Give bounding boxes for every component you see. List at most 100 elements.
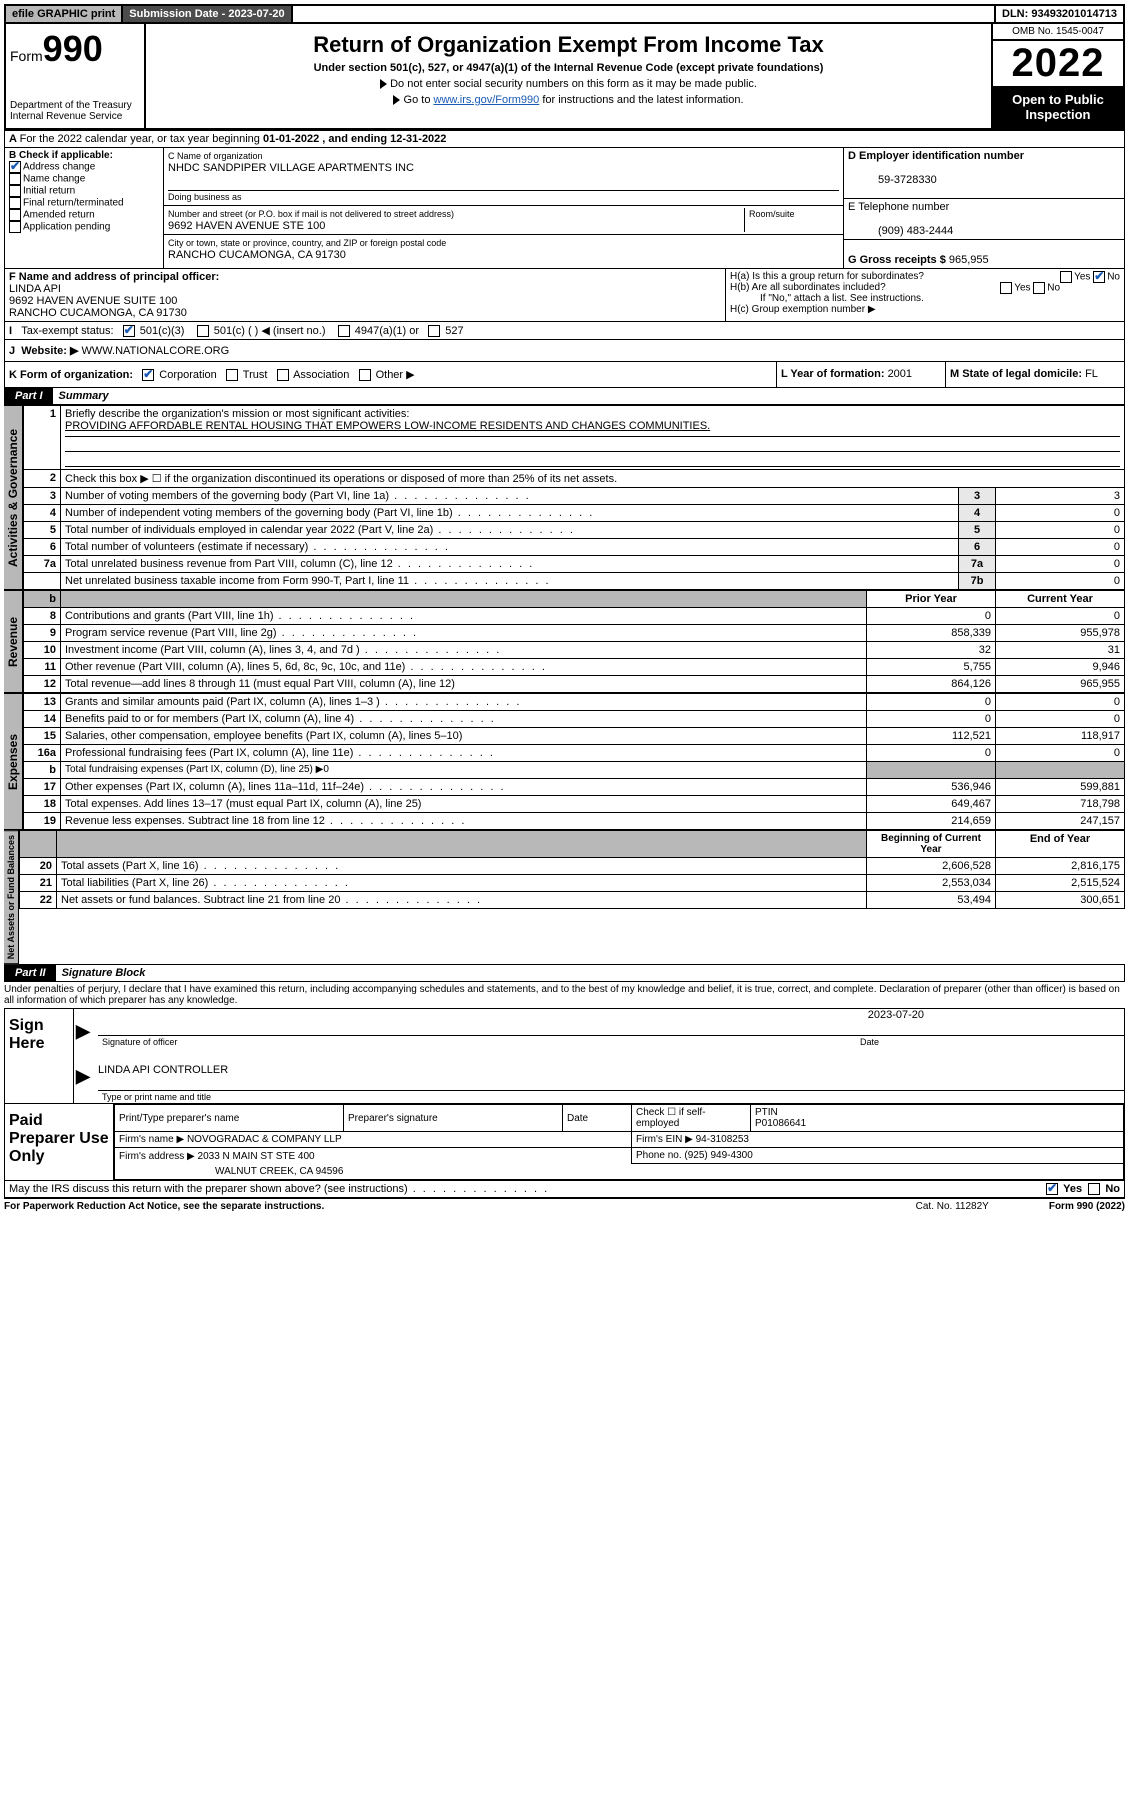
gross-receipts-cell: G Gross receipts $ 965,955 [844,240,1124,268]
cb-trust[interactable] [226,369,238,381]
cb-ha-yes[interactable] [1060,271,1072,283]
cb-address-change[interactable] [9,161,21,173]
cb-hb-no[interactable] [1033,282,1045,294]
sum-row: 7aTotal unrelated business revenue from … [24,556,1125,573]
ptin: P01086641 [755,1118,806,1129]
cb-hb-yes[interactable] [1000,282,1012,294]
efile-label: efile GRAPHIC print [6,6,123,22]
firm-addr2: WALNUT CREEK, CA 94596 [115,1164,1124,1180]
cb-501c3[interactable] [123,325,135,337]
exp-row: 13Grants and similar amounts paid (Part … [24,694,1125,711]
exp-row: 19Revenue less expenses. Subtract line 1… [24,813,1125,830]
name-title-label: Type or print name and title [98,1090,1124,1103]
cb-501c[interactable] [197,325,209,337]
h-a: H(a) Is this a group return for subordin… [730,271,1120,282]
org-name-cell: C Name of organization NHDC SANDPIPER VI… [164,148,843,206]
exp-row: 14Benefits paid to or for members (Part … [24,711,1125,728]
top-bar: efile GRAPHIC print Submission Date - 20… [4,4,1125,24]
cb-discuss-no[interactable] [1088,1183,1100,1195]
sum-row: 5Total number of individuals employed in… [24,522,1125,539]
phone-cell: E Telephone number (909) 483-2444 [844,199,1124,240]
q2: Check this box ▶ ☐ if the organization d… [61,470,1125,488]
sum-row: 3Number of voting members of the governi… [24,488,1125,505]
cb-ha-no[interactable] [1093,271,1105,283]
note-ssn: Do not enter social security numbers on … [154,78,983,90]
tab-activities: Activities & Governance [4,405,23,590]
line-klm: K Form of organization: Corporation Trus… [4,362,1125,388]
org-name: NHDC SANDPIPER VILLAGE APARTMENTS INC [168,162,414,174]
page-footer: For Paperwork Reduction Act Notice, see … [4,1199,1125,1214]
city-cell: City or town, state or province, country… [164,235,843,263]
cb-discuss-yes[interactable] [1046,1183,1058,1195]
tab-net-assets: Net Assets or Fund Balances [4,830,19,964]
footer-left: For Paperwork Reduction Act Notice, see … [4,1201,324,1212]
part2-header: Part IISignature Block [4,964,1125,982]
form-header: Form990 Department of the Treasury Inter… [4,24,1125,130]
cb-initial-return[interactable] [9,185,21,197]
tab-expenses: Expenses [4,693,23,830]
line-i-tax-status: I Tax-exempt status: 501(c)(3) 501(c) ( … [4,322,1125,340]
expenses-section: Expenses 13Grants and similar amounts pa… [4,693,1125,830]
col-b-checkboxes: B Check if applicable: Address change Na… [5,148,164,268]
exp-row: 15Salaries, other compensation, employee… [24,728,1125,745]
exp-row: 16aProfessional fundraising fees (Part I… [24,745,1125,762]
cb-final-return[interactable] [9,197,21,209]
cb-corp[interactable] [142,369,154,381]
firm-name: NOVOGRADAC & COMPANY LLP [187,1134,342,1145]
tax-year: 2022 [993,41,1123,86]
website: WWW.NATIONALCORE.ORG [81,345,229,357]
domicile: FL [1085,368,1098,380]
note-link: Go to www.irs.gov/Form990 for instructio… [154,94,983,106]
f-h-block: F Name and address of principal officer:… [4,269,1125,322]
paid-preparer-block: Paid Preparer Use Only Print/Type prepar… [4,1104,1125,1181]
firm-ein: 94-3108253 [696,1134,749,1145]
dept-label: Department of the Treasury Internal Reve… [10,100,140,122]
officer-name: LINDA API [9,283,61,295]
sum-row: 4Number of independent voting members of… [24,505,1125,522]
net-row: 20Total assets (Part X, line 16)2,606,52… [20,858,1125,875]
open-inspection: Open to Public Inspection [993,86,1123,128]
activities-governance-section: Activities & Governance 1 Briefly descri… [4,405,1125,590]
cb-name-change[interactable] [9,173,21,185]
officer-name-title: LINDA API CONTROLLER [98,1054,1124,1076]
rev-row: 11Other revenue (Part VIII, column (A), … [24,659,1125,676]
arrow-icon: ▶ [76,1066,90,1086]
net-row: 22Net assets or fund balances. Subtract … [20,892,1125,909]
firm-phone: (925) 949-4300 [684,1150,752,1161]
submission-date: Submission Date - 2023-07-20 [123,6,292,22]
sig-date-label: Date [856,1035,1124,1048]
sign-here-block: Sign Here ▶ 2023-07-20 Signature of offi… [4,1008,1125,1104]
h-b: H(b) Are all subordinates included? Yes … [730,282,1120,293]
exp-row: 18Total expenses. Add lines 13–17 (must … [24,796,1125,813]
h-b-note: If "No," attach a list. See instructions… [730,293,1120,304]
discuss-line: May the IRS discuss this return with the… [4,1181,1125,1198]
firm-addr: 2033 N MAIN ST STE 400 [198,1151,315,1162]
exp-row: bTotal fundraising expenses (Part IX, co… [24,762,1125,779]
cb-other[interactable] [359,369,371,381]
form-number: Form990 [10,28,140,70]
paid-preparer-label: Paid Preparer Use Only [5,1104,113,1180]
sum-row: 6Total number of volunteers (estimate if… [24,539,1125,556]
cb-amended[interactable] [9,209,21,221]
rev-row: 9Program service revenue (Part VIII, lin… [24,625,1125,642]
rev-row: 8Contributions and grants (Part VIII, li… [24,608,1125,625]
sign-here-label: Sign Here [5,1009,73,1103]
phone: (909) 483-2444 [878,225,953,237]
cb-4947[interactable] [338,325,350,337]
mission: PROVIDING AFFORDABLE RENTAL HOUSING THAT… [65,420,710,432]
irs-link[interactable]: www.irs.gov/Form990 [434,94,540,106]
form-title: Return of Organization Exempt From Incom… [154,32,983,58]
sign-date: 2023-07-20 [98,1009,1124,1021]
sig-officer-label: Signature of officer [98,1035,856,1048]
ein-cell: D Employer identification number 59-3728… [844,148,1124,199]
cb-assoc[interactable] [277,369,289,381]
exp-row: 17Other expenses (Part IX, column (A), l… [24,779,1125,796]
tab-revenue: Revenue [4,590,23,693]
net-row: 21Total liabilities (Part X, line 26)2,5… [20,875,1125,892]
city: RANCHO CUCAMONGA, CA 91730 [168,249,346,261]
declaration: Under penalties of perjury, I declare th… [4,982,1125,1008]
cb-527[interactable] [428,325,440,337]
year-formation: 2001 [888,368,912,380]
cb-app-pending[interactable] [9,221,21,233]
b-heading: B Check if applicable: [9,150,113,161]
